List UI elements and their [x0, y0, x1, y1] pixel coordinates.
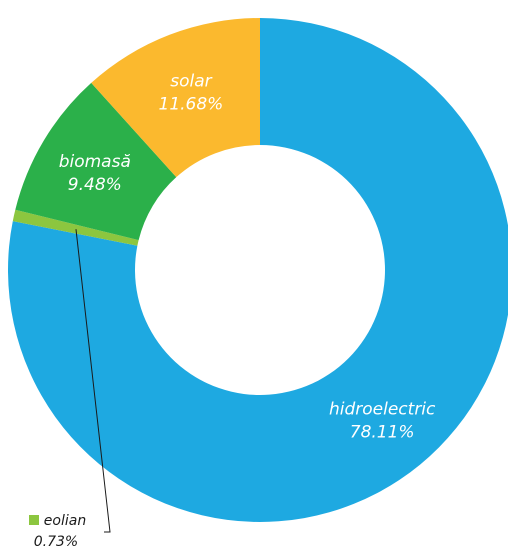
slice-value-eolian: 0.73% — [34, 534, 78, 550]
slice-value-hidroelectric: 78.11% — [350, 423, 415, 443]
slice-value-solar: 11.68% — [159, 94, 224, 114]
slices-group — [8, 18, 508, 522]
legend-swatch-eolian — [29, 515, 39, 525]
leader-group — [75, 229, 111, 533]
slice-label-hidroelectric: hidroelectric — [329, 400, 436, 420]
slice-label-solar: solar — [170, 71, 212, 91]
slice-label-biomasa: biomasă — [59, 152, 131, 172]
slice-label-eolian: eolian — [44, 513, 86, 529]
labels-group: hidroelectric 78.11% eolian 0.73% biomasă 9.4… — [29, 71, 436, 550]
slice-hidroelectric — [8, 18, 508, 522]
slice-value-biomasa: 9.48% — [68, 175, 122, 195]
slice-biomasa — [15, 82, 177, 241]
slice-solar — [91, 18, 260, 178]
slice-eolian — [12, 209, 139, 246]
leader-line-eolian — [75, 229, 111, 533]
